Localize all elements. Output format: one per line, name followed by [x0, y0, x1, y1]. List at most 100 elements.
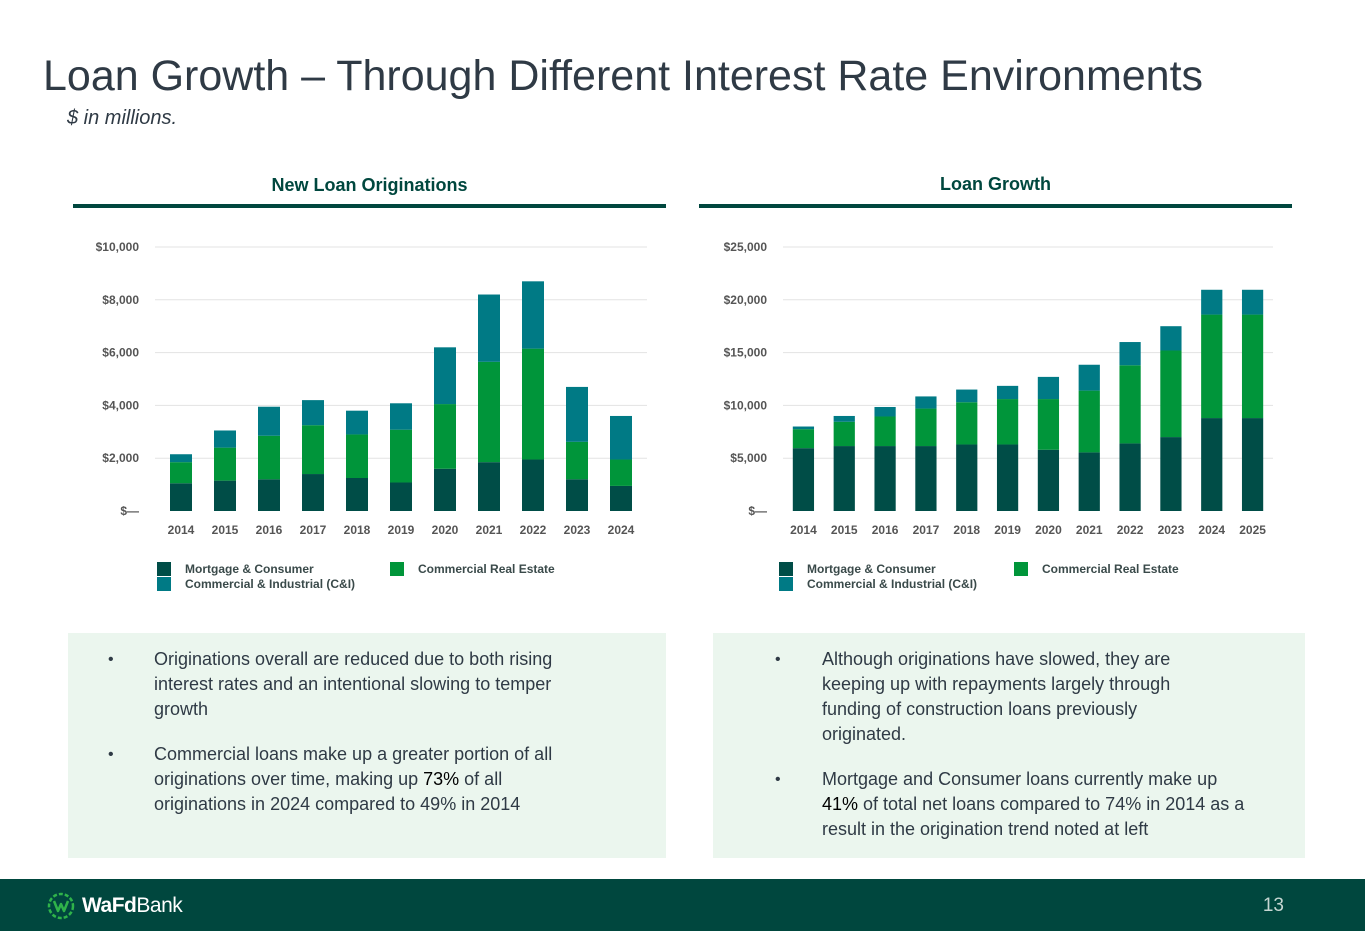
- bar-cre: [1201, 314, 1223, 419]
- right-heading-rule: [699, 204, 1292, 208]
- bar-cre: [996, 399, 1019, 445]
- x-tick-label: 2023: [1158, 523, 1185, 537]
- legend-item-ci: Commercial & Industrial (C&I): [157, 577, 355, 591]
- legend-item-mortgage: Mortgage & Consumer: [779, 562, 936, 576]
- y-tick-label: $4,000: [102, 398, 139, 412]
- bar-cre: [915, 408, 937, 447]
- page-number: 13: [1262, 895, 1284, 916]
- y-tick-label: $25,000: [724, 240, 768, 254]
- x-tick-label: 2020: [432, 523, 459, 537]
- bar-cre: [956, 402, 978, 445]
- left-bullet-1: • Originations overall are reduced due to…: [108, 647, 578, 722]
- bar-ci: [833, 415, 855, 422]
- y-tick-label: $2,000: [102, 451, 139, 465]
- bar-ci: [915, 396, 937, 409]
- bar-mortgage: [522, 459, 544, 511]
- x-tick-label: 2018: [344, 523, 371, 537]
- x-tick-label: 2016: [872, 523, 899, 537]
- bar-cre: [1078, 390, 1100, 453]
- y-tick-label: $6,000: [102, 346, 139, 360]
- legend-label-ci: Commercial & Industrial (C&I): [807, 577, 978, 591]
- bullet-text-end: of all originations in 2024 compared to …: [154, 769, 521, 814]
- bar-mortgage: [1160, 437, 1182, 511]
- bar-ci: [258, 406, 280, 436]
- bar-cre: [1241, 314, 1264, 419]
- wafd-logo[interactable]: WaFdBank: [46, 891, 183, 921]
- bullet-text-end: of total net loans compared to 74% in 20…: [822, 794, 1245, 839]
- bar-ci: [1201, 289, 1223, 315]
- bar-mortgage: [996, 444, 1019, 511]
- left-bullet-2: • Commercial loans make up a greater port…: [108, 742, 578, 817]
- bullet-marker: •: [775, 771, 781, 788]
- legend-swatch-ci: [157, 577, 171, 591]
- legend-swatch-cre: [390, 562, 404, 576]
- bar-ci: [434, 347, 456, 405]
- bar-ci: [302, 400, 324, 426]
- legend-label-cre: Commercial Real Estate: [418, 562, 555, 576]
- legend-item-cre: Commercial Real Estate: [1014, 562, 1179, 576]
- logo-text: WaFdBank: [82, 894, 183, 918]
- x-tick-label: 2019: [388, 523, 415, 537]
- bar-ci: [610, 415, 632, 460]
- bar-ci: [346, 410, 368, 435]
- y-tick-label: $—: [748, 504, 767, 518]
- bullet-marker: •: [108, 651, 114, 668]
- bar-ci: [1037, 376, 1060, 400]
- legend-swatch-cre: [1014, 562, 1028, 576]
- bar-ci: [1241, 289, 1264, 315]
- bar-cre: [833, 421, 855, 447]
- bullet-text: Commercial loans make up a greater porti…: [154, 744, 553, 789]
- left-chart-heading: New Loan Originations: [271, 175, 468, 195]
- x-tick-label: 2021: [1076, 523, 1103, 537]
- legend-item-mortgage: Mortgage & Consumer: [157, 562, 314, 576]
- legend-label-ci: Commercial & Industrial (C&I): [185, 577, 356, 591]
- page-title: Loan Growth – Through Different Interest…: [43, 52, 1204, 100]
- bar-ci: [874, 406, 896, 417]
- x-tick-label: 2014: [790, 523, 817, 537]
- bar-cre: [346, 434, 368, 478]
- bar-mortgage: [346, 478, 368, 511]
- bar-cre: [1037, 399, 1060, 450]
- right-chart-heading: Loan Growth: [940, 174, 1051, 194]
- bullet-marker: •: [775, 651, 781, 668]
- legend-item-ci: Commercial & Industrial (C&I): [779, 577, 977, 591]
- logo-text-bold: WaFd: [82, 894, 137, 917]
- bar-mortgage: [170, 483, 192, 511]
- x-tick-label: 2022: [1117, 523, 1144, 537]
- legend-label-mortgage: Mortgage & Consumer: [807, 562, 936, 576]
- bar-mortgage: [792, 448, 815, 511]
- bar-ci: [996, 385, 1019, 400]
- bar-mortgage: [434, 468, 456, 511]
- bar-cre: [1119, 365, 1141, 444]
- bar-mortgage: [1037, 449, 1060, 511]
- bar-cre: [610, 459, 632, 486]
- y-tick-label: $10,000: [724, 398, 768, 412]
- x-tick-label: 2016: [256, 523, 283, 537]
- bar-cre: [170, 462, 192, 484]
- x-tick-label: 2023: [564, 523, 591, 537]
- wafd-emblem-icon: [47, 892, 75, 920]
- bar-mortgage: [478, 462, 500, 511]
- bar-ci: [390, 403, 412, 430]
- y-tick-label: $—: [120, 504, 139, 518]
- bar-mortgage: [915, 446, 937, 511]
- bullet-text: Originations overall are reduced due to …: [154, 649, 553, 719]
- bar-cre: [792, 429, 815, 449]
- bar-ci: [522, 281, 544, 349]
- bullet-text: Although originations have slowed, they …: [822, 649, 1171, 744]
- legend-swatch-mortgage: [157, 562, 171, 576]
- legend-label-mortgage: Mortgage & Consumer: [185, 562, 314, 576]
- x-tick-label: 2015: [831, 523, 858, 537]
- bar-cre: [566, 441, 588, 480]
- x-tick-label: 2024: [1198, 523, 1225, 537]
- footer-bar: WaFdBank 13: [0, 879, 1365, 931]
- logo-text-rest: Bank: [136, 894, 183, 917]
- left-notes-box: • Originations overall are reduced due to…: [68, 633, 666, 858]
- loan-growth-chart: $25,000 $20,000 $15,000 $10,000 $5,000 $— 2014…: [724, 240, 1273, 537]
- originations-chart: $10,000 $8,000 $6,000 $4,000 $2,000 $— 2014 201…: [96, 240, 647, 537]
- bar-mortgage: [390, 482, 412, 511]
- x-tick-label: 2017: [913, 523, 940, 537]
- legend-swatch-ci: [779, 577, 793, 591]
- x-tick-label: 2019: [994, 523, 1021, 537]
- y-tick-label: $8,000: [102, 293, 139, 307]
